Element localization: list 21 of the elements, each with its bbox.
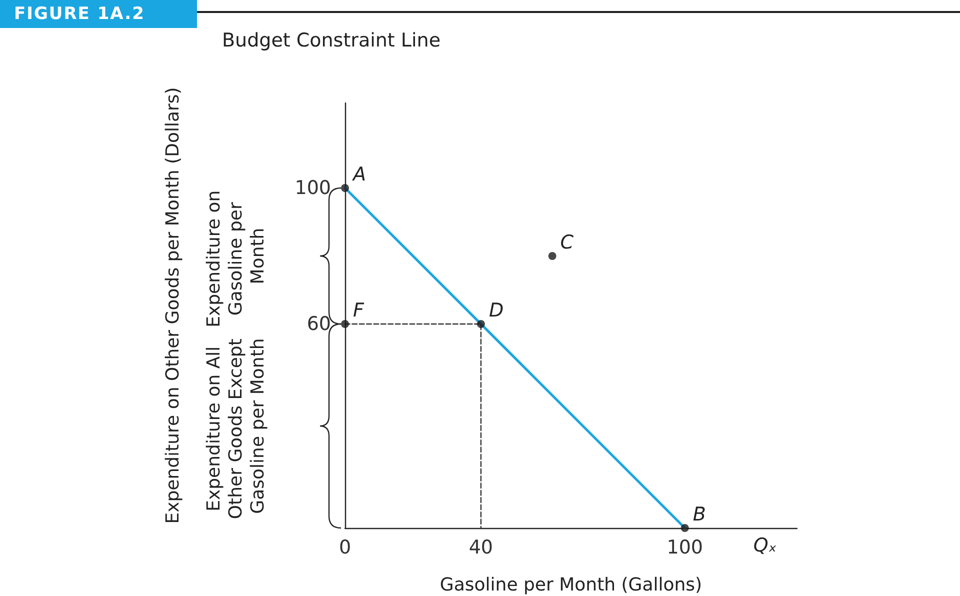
- annotation: A: [351, 164, 366, 186]
- chart-title: Budget Constraint Line: [222, 30, 441, 52]
- x-tick-label: 40: [468, 536, 494, 558]
- annotation: F: [353, 300, 365, 322]
- y-tick-label: 60: [306, 313, 331, 335]
- x-tick-label: 0: [338, 536, 352, 558]
- x-tick-label: 100: [666, 536, 703, 558]
- annotation: B: [692, 504, 706, 526]
- point: [341, 184, 349, 192]
- annotation: C: [560, 232, 574, 254]
- text: Expenditure on All Other Goods Except Gasoline per Month: [204, 332, 268, 520]
- point: [680, 524, 689, 532]
- text: Expenditure on Gasoline per Month: [204, 184, 268, 328]
- point: [341, 320, 349, 328]
- text: Qₓ: [753, 534, 777, 556]
- text: Expenditure on Other Goods per Month (Dollars): [162, 87, 184, 524]
- point: [548, 252, 556, 260]
- caption: FIGURE 1A.2: [0, 0, 197, 28]
- point: [476, 320, 485, 328]
- annotation: D: [488, 300, 504, 322]
- x-axis-title: Gasoline per Month (Gallons): [440, 574, 702, 596]
